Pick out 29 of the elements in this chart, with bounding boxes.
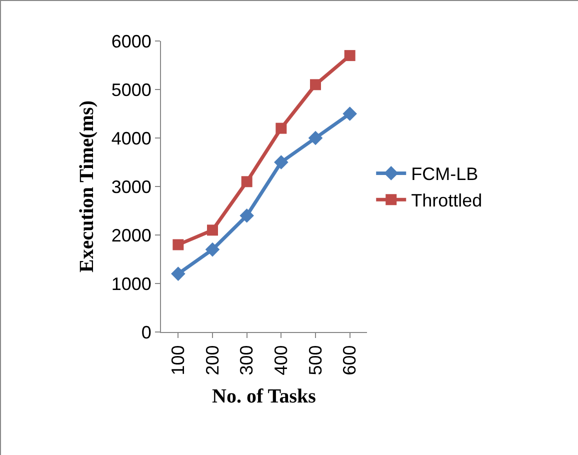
y-tick-label: 2000 — [111, 225, 152, 246]
point — [342, 106, 357, 121]
legend-label: Throttled — [411, 190, 482, 211]
x-tick-label: 100 — [168, 345, 188, 376]
y-tick-label: 4000 — [111, 128, 152, 148]
y-tick-label: 1000 — [111, 274, 152, 294]
y-tick-label: 5000 — [111, 80, 152, 100]
point — [241, 176, 252, 188]
x-tick-label: 300 — [236, 345, 257, 376]
point — [205, 242, 220, 257]
point — [171, 266, 186, 281]
point — [172, 239, 184, 250]
point — [310, 79, 321, 90]
point — [207, 224, 218, 236]
y-tick-label: 3000 — [111, 176, 152, 197]
point — [274, 155, 288, 170]
y-tick-label: 6000 — [111, 31, 152, 52]
y-tick-label: 0 — [141, 322, 152, 342]
legend-label: FCM-LB — [411, 164, 478, 184]
x-axis-title: No. of Tasks — [212, 386, 316, 408]
x-tick-label: 200 — [202, 345, 222, 376]
point — [276, 122, 287, 134]
x-tick-label: 500 — [305, 345, 326, 376]
point — [344, 50, 356, 62]
point — [308, 130, 323, 146]
point — [240, 208, 254, 223]
x-tick-label: 600 — [340, 345, 360, 376]
y-axis-title: Execution Time(ms) — [76, 100, 98, 273]
x-tick-label: 400 — [271, 345, 292, 376]
